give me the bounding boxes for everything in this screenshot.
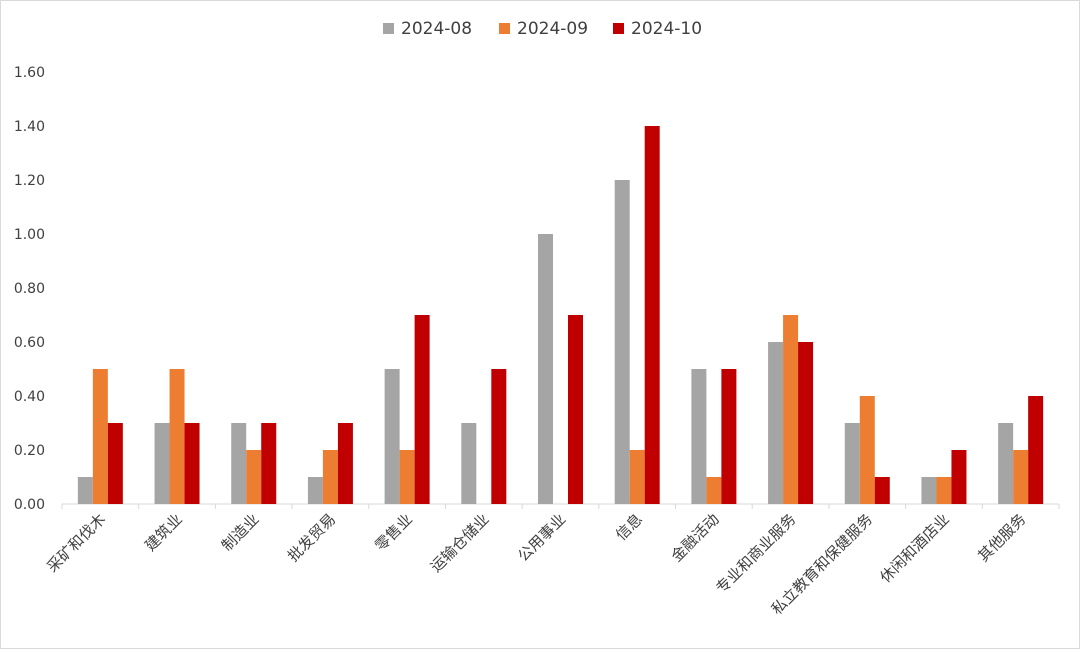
legend-swatch-2024-08 xyxy=(383,23,394,34)
bar-2024-09-10 xyxy=(859,396,875,504)
bar-2024-09-11 xyxy=(936,477,952,504)
bar-2024-09-9 xyxy=(783,315,799,504)
bar-2024-08-8 xyxy=(691,369,707,504)
y-tick-label: 0.40 xyxy=(14,389,45,405)
bar-2024-10-8 xyxy=(721,369,737,504)
bar-2024-10-9 xyxy=(798,342,814,504)
y-tick-label: 0.00 xyxy=(14,497,45,513)
y-tick-label: 1.20 xyxy=(14,173,45,189)
bar-2024-08-6 xyxy=(538,234,553,504)
bar-2024-09-0 xyxy=(92,369,108,504)
bar-2024-08-5 xyxy=(461,423,477,504)
bar-2024-10-1 xyxy=(184,423,200,504)
bar-2024-10-11 xyxy=(951,450,967,504)
bar-2024-10-5 xyxy=(491,369,507,504)
bar-2024-09-4 xyxy=(399,450,415,504)
x-tick-label: 采矿和伐木 xyxy=(43,510,109,576)
bar-2024-08-2 xyxy=(231,423,247,504)
y-tick-label: 1.40 xyxy=(14,119,45,135)
bar-2024-08-12 xyxy=(998,423,1014,504)
bar-2024-08-11 xyxy=(921,477,937,504)
y-tick-label: 1.00 xyxy=(14,227,45,243)
x-tick-label: 制造业 xyxy=(218,510,263,555)
legend-label: 2024-08 xyxy=(401,19,472,39)
bar-2024-08-9 xyxy=(768,342,784,504)
bar-2024-09-1 xyxy=(169,369,185,504)
x-tick-label: 专业和商业服务 xyxy=(712,510,799,597)
bar-2024-08-0 xyxy=(77,477,93,504)
x-tick-label: 信息 xyxy=(612,510,646,544)
bar-2024-08-10 xyxy=(844,423,860,504)
bar-2024-09-3 xyxy=(322,450,338,504)
x-tick-label: 零售业 xyxy=(371,510,416,555)
legend-label: 2024-10 xyxy=(631,19,702,39)
bar-2024-10-12 xyxy=(1028,396,1044,504)
bar-2024-08-3 xyxy=(307,477,323,504)
x-tick-label: 金融活动 xyxy=(668,510,723,565)
bar-2024-10-10 xyxy=(874,477,890,504)
y-tick-label: 0.80 xyxy=(14,281,45,297)
bar-2024-08-4 xyxy=(384,369,400,504)
legend-swatch-2024-10 xyxy=(613,23,624,34)
legend-swatch-2024-09 xyxy=(499,23,510,34)
bar-2024-08-1 xyxy=(154,423,170,504)
y-tick-label: 1.60 xyxy=(14,65,45,81)
bar-2024-10-0 xyxy=(107,423,123,504)
bar-2024-09-7 xyxy=(629,450,645,504)
x-tick-label: 休闲和酒店业 xyxy=(876,510,952,586)
y-tick-label: 0.20 xyxy=(14,443,45,459)
x-tick-label: 批发贸易 xyxy=(284,510,339,565)
x-tick-label: 公用事业 xyxy=(514,510,569,565)
x-tick-label: 其他服务 xyxy=(974,510,1029,565)
bar-2024-10-4 xyxy=(414,315,430,504)
bar-2024-10-3 xyxy=(337,423,353,504)
bar-2024-09-2 xyxy=(246,450,262,504)
bar-2024-10-2 xyxy=(261,423,277,504)
legend-label: 2024-09 xyxy=(517,19,588,39)
bar-2024-10-6 xyxy=(568,315,583,504)
bar-2024-10-7 xyxy=(644,126,660,504)
x-tick-label: 建筑业 xyxy=(141,510,186,555)
y-tick-label: 0.60 xyxy=(14,335,45,351)
x-tick-label: 运输仓储业 xyxy=(427,510,493,576)
bar-2024-09-12 xyxy=(1013,450,1029,504)
bar-2024-09-8 xyxy=(706,477,722,504)
bar-2024-08-7 xyxy=(614,180,630,504)
